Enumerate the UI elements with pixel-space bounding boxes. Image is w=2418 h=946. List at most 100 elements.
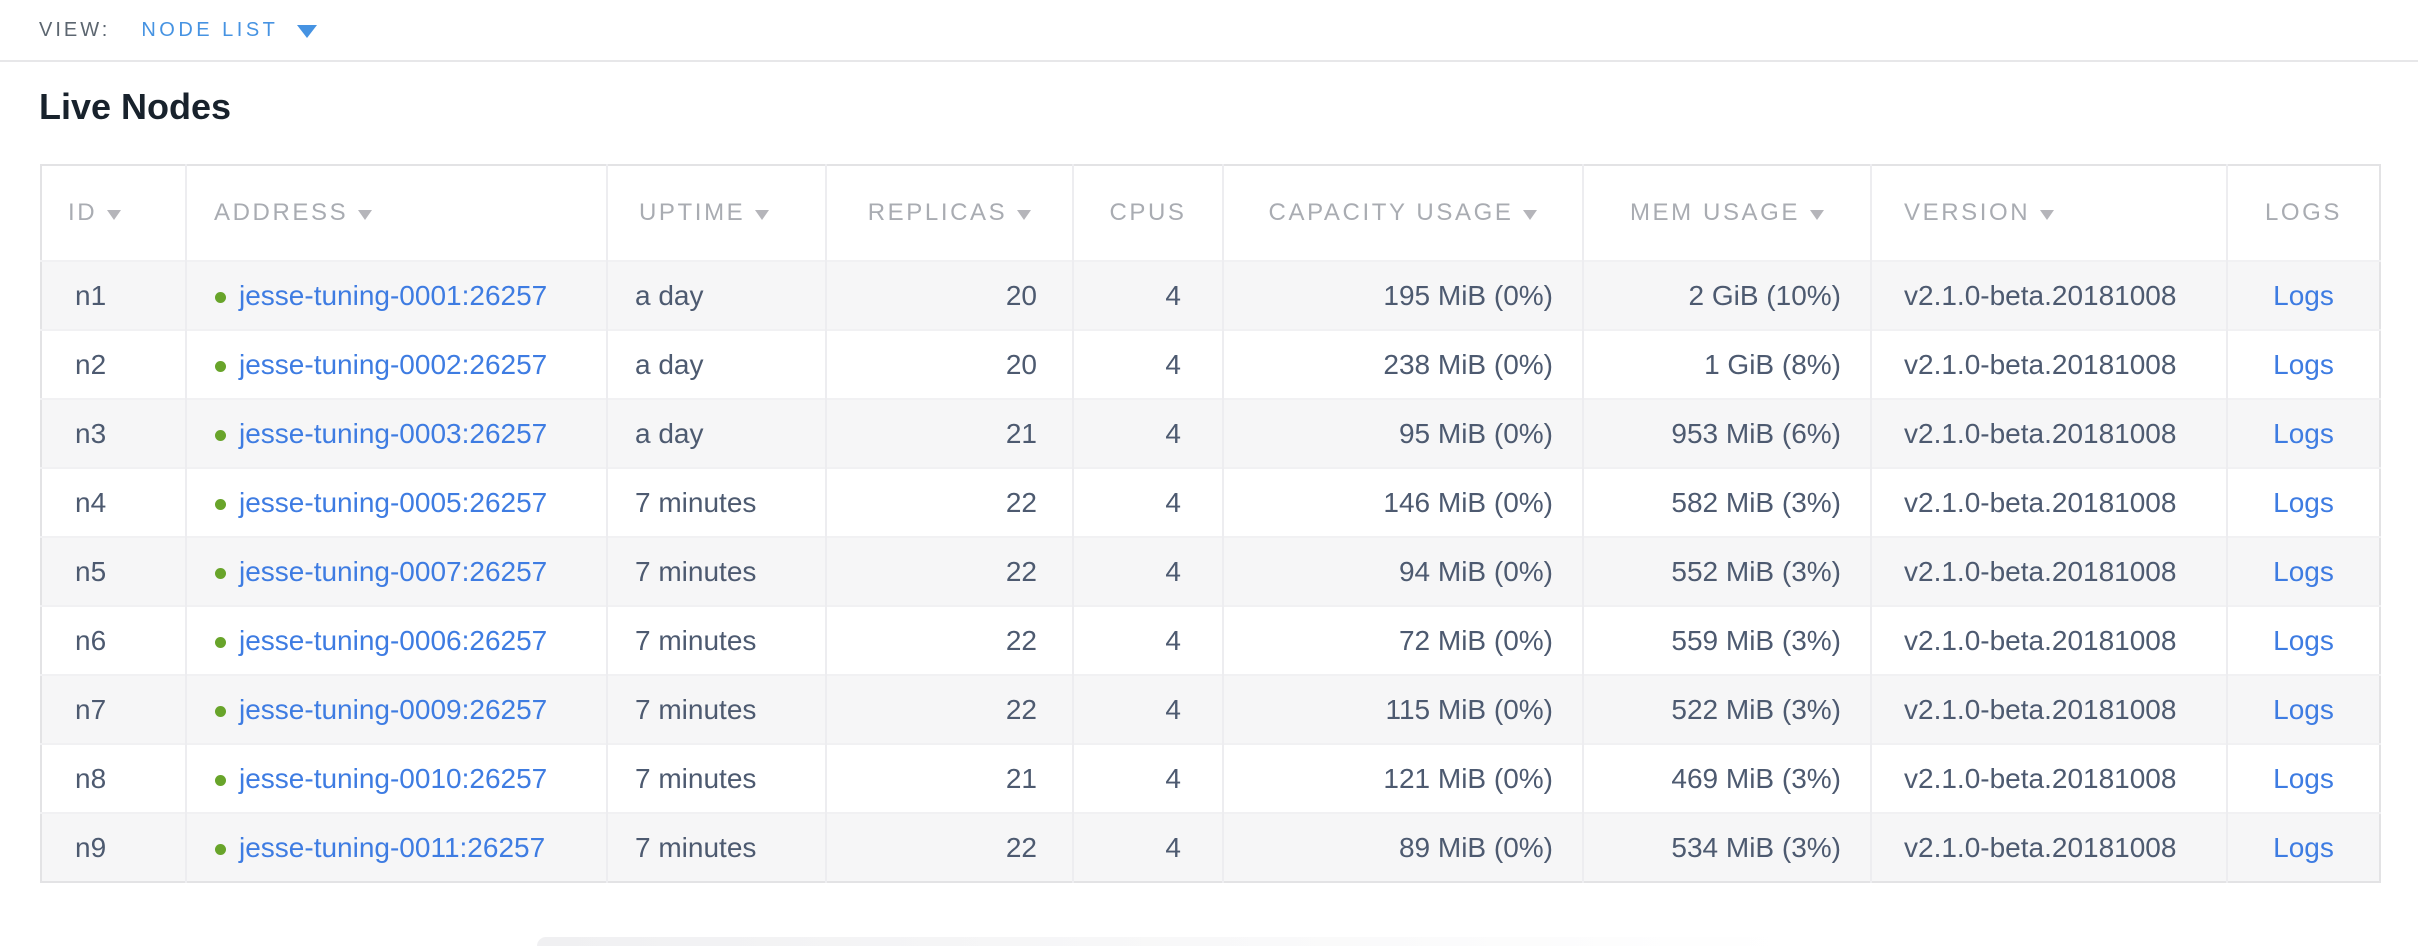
replicas-cell: 20 <box>825 260 1073 330</box>
column-header-label: LOGS <box>2264 199 2343 226</box>
sort-desc-icon <box>755 210 770 220</box>
node-live-status-icon <box>215 498 226 510</box>
logs-link[interactable]: Logs <box>2273 624 2334 656</box>
logs-link[interactable]: Logs <box>2273 831 2334 863</box>
column-header-label: CPUS <box>1109 199 1187 226</box>
uptime-cell: a day <box>606 398 826 468</box>
mem-usage-cell: 1 GiB (8%) <box>1582 329 1871 399</box>
capacity-usage-cell: 146 MiB (0%) <box>1222 467 1583 537</box>
column-header-label: REPLICAS <box>867 199 1008 226</box>
node-address-link[interactable]: jesse-tuning-0002:26257 <box>239 348 548 380</box>
mem-usage-cell: 2 GiB (10%) <box>1582 260 1871 330</box>
node-address-link[interactable]: jesse-tuning-0005:26257 <box>239 486 548 518</box>
mem-usage-cell: 469 MiB (3%) <box>1582 743 1871 813</box>
column-header-label: ADDRESS <box>214 199 349 226</box>
table-row: n2 jesse-tuning-0002:26257 a day 20 4 23… <box>41 329 2380 399</box>
logs-cell: Logs <box>2226 674 2380 744</box>
column-header-cpus: CPUS <box>1072 165 1223 261</box>
version-cell: v2.1.0-beta.20181008 <box>1870 812 2227 882</box>
node-id-cell: n9 <box>41 812 186 882</box>
version-cell: v2.1.0-beta.20181008 <box>1870 743 2227 813</box>
capacity-usage-cell: 95 MiB (0%) <box>1222 398 1583 468</box>
logs-link[interactable]: Logs <box>2273 486 2334 518</box>
view-bar: VIEW: NODE LIST <box>0 0 2418 62</box>
uptime-cell: 7 minutes <box>606 605 826 675</box>
table-row: n6 jesse-tuning-0006:26257 7 minutes 22 … <box>41 605 2380 675</box>
replicas-cell: 22 <box>825 674 1073 744</box>
logs-link[interactable]: Logs <box>2273 417 2334 449</box>
logs-cell: Logs <box>2226 536 2380 606</box>
logs-cell: Logs <box>2226 329 2380 399</box>
node-address-link[interactable]: jesse-tuning-0006:26257 <box>239 624 548 656</box>
mem-usage-cell: 552 MiB (3%) <box>1582 536 1871 606</box>
column-header-id[interactable]: ID <box>41 165 186 261</box>
node-address-link[interactable]: jesse-tuning-0010:26257 <box>239 762 548 794</box>
node-live-status-icon <box>215 636 226 648</box>
node-address-link[interactable]: jesse-tuning-0001:26257 <box>239 279 548 311</box>
node-address-cell: jesse-tuning-0007:26257 <box>185 536 607 606</box>
capacity-usage-cell: 72 MiB (0%) <box>1222 605 1583 675</box>
mem-usage-cell: 522 MiB (3%) <box>1582 674 1871 744</box>
node-id-cell: n3 <box>41 398 186 468</box>
capacity-usage-cell: 94 MiB (0%) <box>1222 536 1583 606</box>
logs-link[interactable]: Logs <box>2273 762 2334 794</box>
node-address-link[interactable]: jesse-tuning-0011:26257 <box>239 831 546 863</box>
replicas-cell: 22 <box>825 536 1073 606</box>
replicas-cell: 21 <box>825 398 1073 468</box>
node-address-cell: jesse-tuning-0011:26257 <box>185 812 607 882</box>
logs-link[interactable]: Logs <box>2273 279 2334 311</box>
column-header-capacity-usage[interactable]: CAPACITY USAGE <box>1222 165 1583 261</box>
uptime-cell: 7 minutes <box>606 743 826 813</box>
node-address-link[interactable]: jesse-tuning-0009:26257 <box>239 693 548 725</box>
logs-link[interactable]: Logs <box>2273 348 2334 380</box>
cpus-cell: 4 <box>1072 329 1223 399</box>
node-address-cell: jesse-tuning-0003:26257 <box>185 398 607 468</box>
cpus-cell: 4 <box>1072 398 1223 468</box>
sort-desc-icon <box>1810 210 1825 220</box>
capacity-usage-cell: 238 MiB (0%) <box>1222 329 1583 399</box>
uptime-cell: 7 minutes <box>606 674 826 744</box>
cpus-cell: 4 <box>1072 260 1223 330</box>
table-row: n1 jesse-tuning-0001:26257 a day 20 4 19… <box>41 260 2380 330</box>
replicas-cell: 22 <box>825 467 1073 537</box>
logs-link[interactable]: Logs <box>2273 555 2334 587</box>
node-address-link[interactable]: jesse-tuning-0003:26257 <box>239 417 548 449</box>
replicas-cell: 22 <box>825 605 1073 675</box>
node-live-status-icon <box>215 360 226 372</box>
replicas-cell: 22 <box>825 812 1073 882</box>
column-header-mem-usage[interactable]: MEM USAGE <box>1582 165 1871 261</box>
table-row: n9 jesse-tuning-0011:26257 7 minutes 22 … <box>41 812 2380 882</box>
uptime-cell: a day <box>606 329 826 399</box>
logs-link[interactable]: Logs <box>2273 693 2334 725</box>
table-row: n7 jesse-tuning-0009:26257 7 minutes 22 … <box>41 674 2380 744</box>
column-header-replicas[interactable]: REPLICAS <box>825 165 1073 261</box>
replicas-cell: 20 <box>825 329 1073 399</box>
node-live-status-icon <box>215 291 226 303</box>
node-address-cell: jesse-tuning-0010:26257 <box>185 743 607 813</box>
column-header-version[interactable]: VERSION <box>1870 165 2227 261</box>
node-id-cell: n4 <box>41 467 186 537</box>
node-id-cell: n2 <box>41 329 186 399</box>
cpus-cell: 4 <box>1072 467 1223 537</box>
view-selector-dropdown[interactable]: NODE LIST <box>141 19 318 42</box>
sort-desc-icon <box>2040 210 2055 220</box>
version-cell: v2.1.0-beta.20181008 <box>1870 260 2227 330</box>
table-header-row: ID ADDRESS UPTIME REPLICAS CPUS CAPACITY… <box>41 165 2380 261</box>
logs-cell: Logs <box>2226 398 2380 468</box>
live-nodes-table: ID ADDRESS UPTIME REPLICAS CPUS CAPACITY… <box>40 164 2381 883</box>
version-cell: v2.1.0-beta.20181008 <box>1870 467 2227 537</box>
sort-desc-icon <box>1017 210 1032 220</box>
column-header-address[interactable]: ADDRESS <box>185 165 607 261</box>
node-live-status-icon <box>215 429 226 441</box>
sort-desc-icon <box>107 210 122 220</box>
node-id-cell: n7 <box>41 674 186 744</box>
node-address-link[interactable]: jesse-tuning-0007:26257 <box>239 555 548 587</box>
column-header-label: CAPACITY USAGE <box>1268 199 1514 226</box>
capacity-usage-cell: 89 MiB (0%) <box>1222 812 1583 882</box>
node-id-cell: n1 <box>41 260 186 330</box>
node-live-status-icon <box>215 843 226 855</box>
table-body: n1 jesse-tuning-0001:26257 a day 20 4 19… <box>41 260 2380 882</box>
column-header-label: UPTIME <box>639 199 746 226</box>
column-header-uptime[interactable]: UPTIME <box>606 165 826 261</box>
version-cell: v2.1.0-beta.20181008 <box>1870 329 2227 399</box>
